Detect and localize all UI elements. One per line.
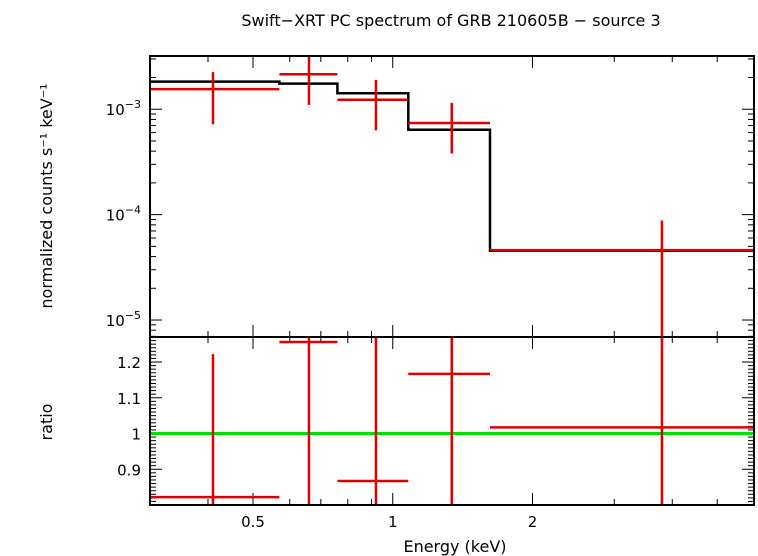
- ratio-point: [279, 337, 338, 505]
- y-tick-label: 1.1: [117, 390, 141, 408]
- x-tick-labels: 0.5 1 2: [241, 513, 537, 531]
- top-panel-ticks: [149, 56, 755, 337]
- ratio-point: [337, 337, 409, 505]
- spectrum-panel: 10−3 10−4 10−5: [106, 55, 755, 340]
- y-tick-label: 1: [131, 426, 141, 444]
- ratio-panel: 0.9 1 1.1 1.2: [117, 336, 755, 506]
- ratio-point: [408, 337, 491, 505]
- x-axis-label: Energy (keV): [403, 537, 506, 556]
- x-tick-label: 0.5: [241, 513, 265, 531]
- data-point: [337, 79, 409, 131]
- bottom-panel-frame: [149, 336, 755, 506]
- bottom-y-tick-labels: 0.9 1 1.1 1.2: [117, 354, 141, 479]
- y-tick-label: 10−3: [106, 98, 141, 119]
- data-point: [490, 220, 754, 340]
- data-point: [408, 102, 491, 154]
- y-tick-label: 10−4: [106, 204, 141, 225]
- chart-title: Swift−XRT PC spectrum of GRB 210605B − s…: [241, 11, 660, 30]
- x-tick-label: 1: [388, 513, 398, 531]
- spectrum-data-points: [150, 56, 754, 340]
- top-y-tick-labels: 10−3 10−4 10−5: [106, 98, 141, 330]
- ratio-point: [490, 337, 754, 505]
- y-tick-label: 10−5: [106, 309, 141, 330]
- model-step-curve: [150, 80, 754, 252]
- ratio-point: [150, 354, 280, 505]
- model-line: [150, 80, 754, 252]
- top-y-axis-label: normalized counts s⁻¹ keV⁻¹: [37, 83, 56, 308]
- y-tick-label: 0.9: [117, 461, 141, 479]
- data-point: [279, 56, 338, 105]
- y-tick-label: 1.2: [117, 354, 141, 372]
- top-panel-frame: [149, 55, 755, 338]
- x-tick-label: 2: [528, 513, 538, 531]
- data-point: [150, 72, 280, 125]
- ratio-data-points: [150, 337, 754, 505]
- bottom-y-axis-label: ratio: [37, 404, 56, 441]
